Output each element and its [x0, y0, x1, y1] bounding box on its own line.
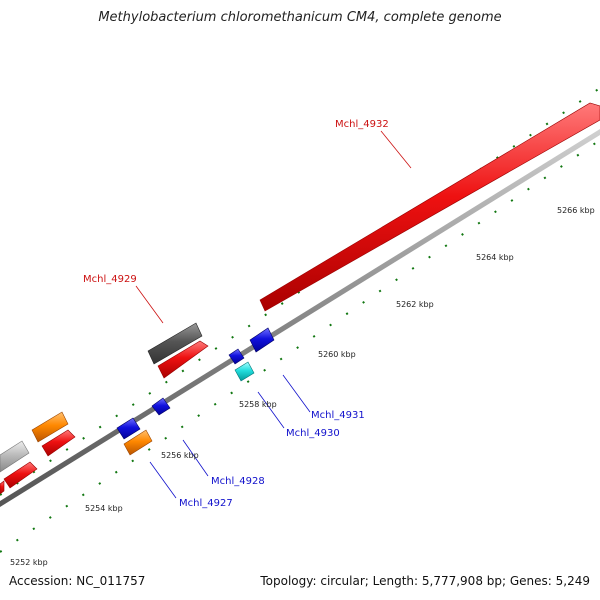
forward-strand-features — [0, 102, 600, 495]
inner-tick-row — [0, 139, 600, 553]
gene-mchl-4932[interactable] — [259, 102, 600, 312]
gene-label-mchl-4929[interactable]: Mchl_4929 — [83, 274, 137, 285]
map-title: Methylobacterium chloromethanicum CM4, c… — [98, 10, 502, 25]
gene-label-mchl-4931[interactable]: Mchl_4931 — [311, 410, 365, 421]
gene-mchl-4929[interactable] — [147, 322, 203, 365]
gene-label-mchl-4927[interactable]: Mchl_4927 — [179, 498, 233, 509]
gene-mchl-4929b[interactable] — [157, 340, 209, 379]
topology-summary: Topology: circular; Length: 5,777,908 bp… — [260, 574, 590, 588]
gene-lightgray-left[interactable] — [0, 440, 30, 473]
tick-labels: 5252 kbp 5254 kbp 5256 kbp 5258 kbp 5260… — [10, 206, 595, 567]
gene-mchl-4928[interactable] — [116, 417, 141, 440]
tick-label-5252: 5252 kbp — [10, 558, 48, 567]
gene-mchl-4931[interactable] — [249, 327, 275, 353]
tick-label-5260: 5260 kbp — [318, 350, 356, 359]
gene-label-callouts: Mchl_4932 Mchl_4929 Mchl_4931 Mchl_4930 … — [83, 119, 412, 509]
gene-red-edge[interactable] — [0, 480, 5, 495]
gene-mchl-4930[interactable] — [234, 361, 255, 382]
tick-label-5258: 5258 kbp — [239, 400, 277, 409]
tick-label-5262: 5262 kbp — [396, 300, 434, 309]
gene-orange-1[interactable] — [31, 411, 69, 443]
tick-label-5266: 5266 kbp — [557, 206, 595, 215]
tick-label-5254: 5254 kbp — [85, 504, 123, 513]
outer-tick-row — [0, 87, 600, 496]
gene-mchl-4927[interactable] — [123, 429, 153, 456]
gene-red-left-1[interactable] — [41, 429, 76, 457]
accession-label: Accession: NC_011757 — [9, 574, 146, 588]
genome-backbone — [0, 129, 600, 507]
gene-label-mchl-4928[interactable]: Mchl_4928 — [211, 476, 265, 487]
gene-red-left-2[interactable] — [3, 461, 38, 489]
gene-blue-small[interactable] — [228, 348, 245, 365]
gene-label-mchl-4930[interactable]: Mchl_4930 — [286, 428, 340, 439]
reverse-strand-features — [116, 327, 275, 456]
tick-label-5264: 5264 kbp — [476, 253, 514, 262]
tick-label-5256: 5256 kbp — [161, 451, 199, 460]
gene-blue-mid[interactable] — [151, 397, 171, 416]
gene-label-mchl-4932[interactable]: Mchl_4932 — [335, 119, 389, 130]
